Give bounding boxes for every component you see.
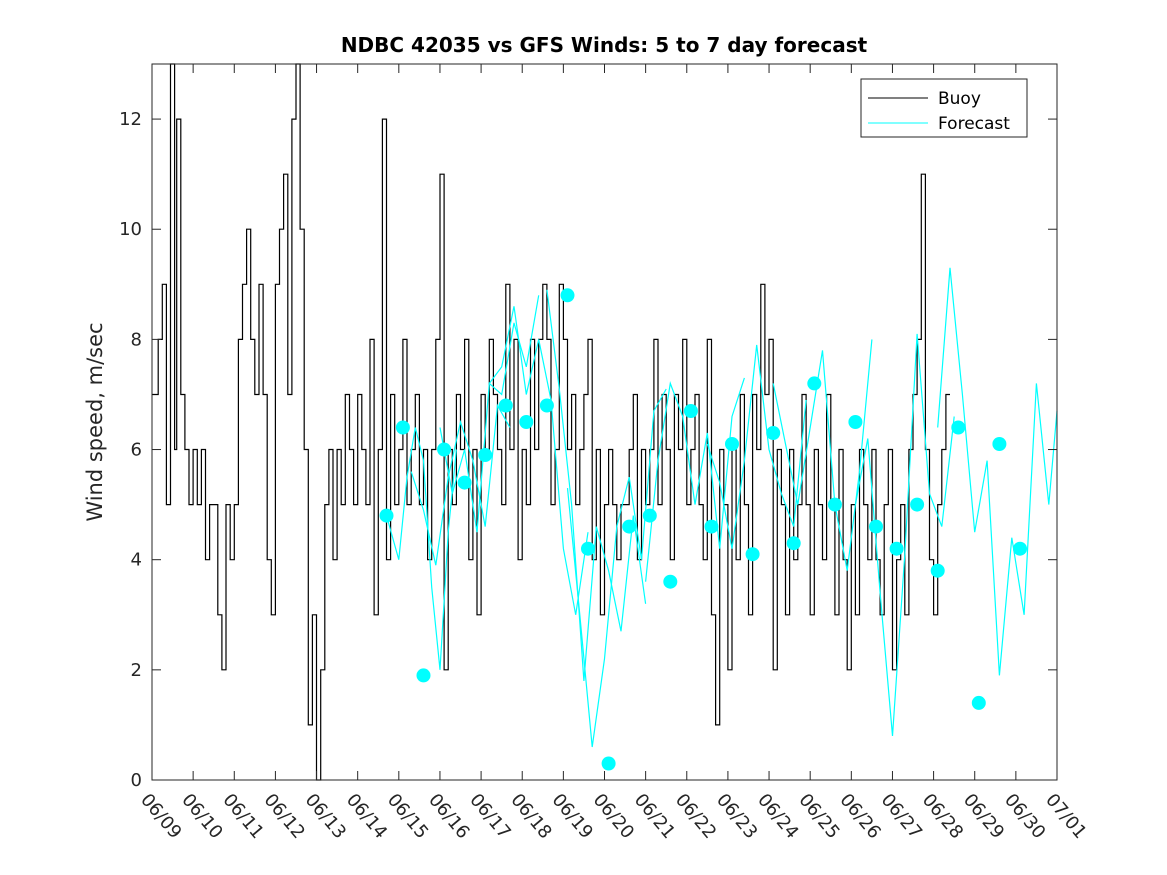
x-tick-label: 06/11 — [218, 790, 267, 843]
forecast-trace-10 — [937, 267, 1058, 676]
x-tick-label: 06/17 — [465, 790, 514, 843]
y-tick-label: 6 — [131, 440, 142, 461]
plot-background — [152, 64, 1057, 780]
buoy-line — [152, 63, 950, 781]
forecast-marker-3 — [437, 442, 452, 457]
x-tick-label: 06/28 — [918, 790, 967, 843]
forecast-trace-5 — [566, 388, 667, 748]
x-tick-label: 06/22 — [671, 790, 720, 843]
y-tick-label: 8 — [131, 329, 142, 350]
forecast-marker-0 — [379, 508, 394, 523]
forecast-marker-4 — [457, 475, 472, 490]
forecast-marker-29 — [971, 695, 986, 710]
forecast-marker-18 — [745, 547, 760, 562]
x-tick-label: 06/24 — [753, 790, 802, 843]
legend-label-buoy: Buoy — [938, 89, 981, 109]
y-tick-label: 2 — [131, 660, 142, 681]
forecast-marker-15 — [683, 404, 698, 418]
forecast-marker-16 — [704, 519, 719, 534]
x-tick-label: 07/01 — [1041, 790, 1090, 843]
forecast-marker-7 — [519, 415, 534, 429]
x-tick-label: 06/12 — [260, 790, 309, 843]
forecast-trace-9 — [854, 333, 955, 736]
forecast-trace-4 — [546, 289, 647, 681]
legend: Buoy Forecast — [860, 78, 1028, 138]
forecast-trace-8 — [772, 339, 873, 571]
x-tick-label: 06/14 — [342, 790, 391, 843]
forecast-marker-1 — [395, 420, 410, 435]
x-tick-label: 06/09 — [136, 790, 185, 843]
x-tick-label: 06/30 — [1000, 790, 1049, 843]
x-tick-label: 06/19 — [548, 790, 597, 843]
x-tick-label: 06/29 — [959, 790, 1008, 843]
x-tick-label: 06/18 — [506, 790, 555, 843]
forecast-marker-2 — [416, 668, 431, 683]
y-tick-label: 10 — [119, 219, 142, 240]
forecast-marker-5 — [478, 448, 493, 462]
x-tick-label: 06/23 — [712, 790, 761, 843]
x-tick-label: 06/13 — [301, 790, 350, 843]
x-tick-label: 06/16 — [424, 790, 473, 843]
forecast-marker-6 — [498, 398, 513, 413]
forecast-marker-10 — [581, 541, 595, 556]
y-tick-label: 0 — [131, 770, 142, 791]
x-tick-label: 06/20 — [589, 790, 638, 843]
forecast-trace-0 — [385, 427, 457, 670]
x-tick-label: 06/25 — [794, 790, 843, 843]
chart-title: NDBC 42035 vs GFS Winds: 5 to 7 day fore… — [341, 33, 868, 57]
forecast-trace-6 — [645, 377, 745, 582]
forecast-marker-20 — [786, 536, 801, 551]
forecast-marker-24 — [869, 519, 883, 534]
forecast-marker-25 — [889, 541, 904, 556]
forecast-marker-11 — [601, 756, 616, 771]
forecast-marker-8 — [539, 398, 554, 413]
buoy-series — [152, 63, 950, 781]
forecast-marker-19 — [766, 426, 781, 440]
forecast-marker-26 — [910, 497, 925, 512]
y-tick-label: 4 — [131, 550, 142, 571]
y-tick-label: 12 — [119, 109, 142, 130]
legend-label-forecast: Forecast — [938, 114, 1010, 134]
forecast-marker-22 — [827, 497, 842, 512]
x-tick-label: 06/15 — [383, 790, 432, 843]
forecast-trace-1 — [410, 403, 511, 566]
forecast-marker-27 — [930, 563, 945, 578]
forecast-marker-30 — [992, 437, 1007, 451]
forecast-marker-23 — [848, 415, 863, 429]
forecast-trace-3 — [488, 306, 589, 615]
forecast-trace-7 — [706, 344, 807, 549]
x-tick-label: 06/21 — [630, 790, 679, 843]
forecast-marker-9 — [560, 288, 575, 303]
legend-box — [860, 78, 1028, 138]
forecast-marker-31 — [1013, 541, 1027, 556]
forecast-marker-13 — [642, 508, 657, 523]
forecast-marker-21 — [807, 376, 822, 391]
forecast-marker-28 — [951, 420, 966, 435]
forecast-marker-14 — [663, 574, 678, 589]
x-tick-label: 06/27 — [877, 790, 926, 843]
forecast-marker-12 — [622, 519, 637, 534]
y-axis-label: Wind speed, m/sec — [83, 322, 107, 521]
forecast-marker-17 — [725, 437, 739, 451]
x-tick-label: 06/26 — [835, 790, 884, 843]
forecast-series — [379, 267, 1058, 771]
x-tick-label: 06/10 — [177, 790, 226, 843]
